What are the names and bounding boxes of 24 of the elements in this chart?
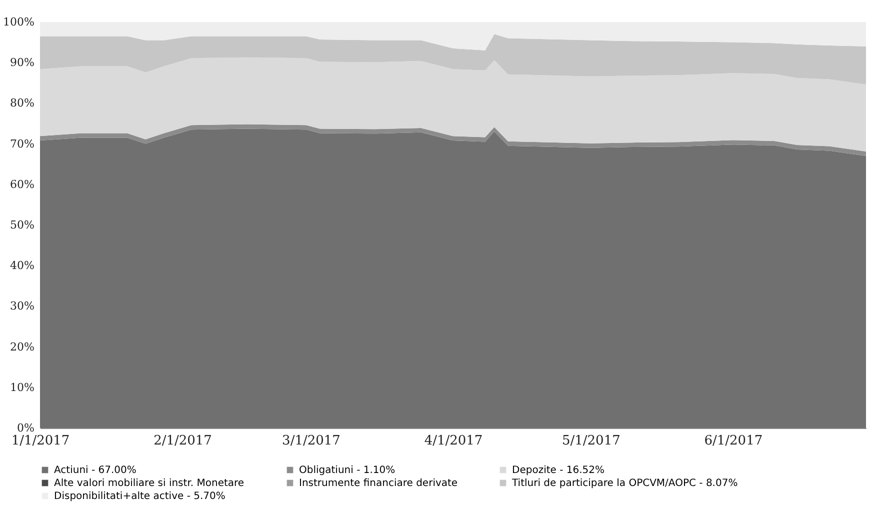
legend-label: Alte valori mobiliare si instr. Monetare — [54, 478, 244, 489]
legend-label: Actiuni - 67.00% — [54, 465, 136, 476]
x-tick-label: 4/1/2017 — [424, 434, 483, 448]
legend-label: Obligatiuni - 1.10% — [299, 465, 396, 476]
y-tick-label: 100% — [3, 16, 34, 28]
y-tick-label: 60% — [10, 178, 34, 191]
legend-label: Disponibilitati+alte active - 5.70% — [54, 491, 226, 502]
x-tick-label: 2/1/2017 — [154, 434, 212, 448]
x-tick-label: 1/1/2017 — [11, 434, 70, 448]
y-tick-label: 30% — [10, 300, 34, 313]
y-tick-label: 50% — [10, 218, 34, 232]
y-tick-label: 70% — [10, 137, 34, 150]
x-tick-label: 5/1/2017 — [562, 434, 620, 448]
y-tick-label: 0% — [17, 422, 34, 434]
y-tick-label: 90% — [10, 56, 34, 70]
x-tick-label: 6/1/2017 — [704, 434, 763, 448]
legend-label: Titluri de participare la OPCVM/AOPC - 8.07% — [511, 478, 738, 489]
y-tick-label: 20% — [10, 340, 34, 354]
x-tick-label: 3/1/2017 — [282, 434, 340, 448]
y-tick-label: 10% — [10, 380, 34, 394]
y-tick-label: 80% — [10, 96, 34, 110]
legend-label: Depozite - 16.52% — [512, 465, 605, 476]
legend-label: Instrumente financiare derivate — [299, 478, 458, 489]
y-tick-label: 40% — [10, 259, 34, 272]
